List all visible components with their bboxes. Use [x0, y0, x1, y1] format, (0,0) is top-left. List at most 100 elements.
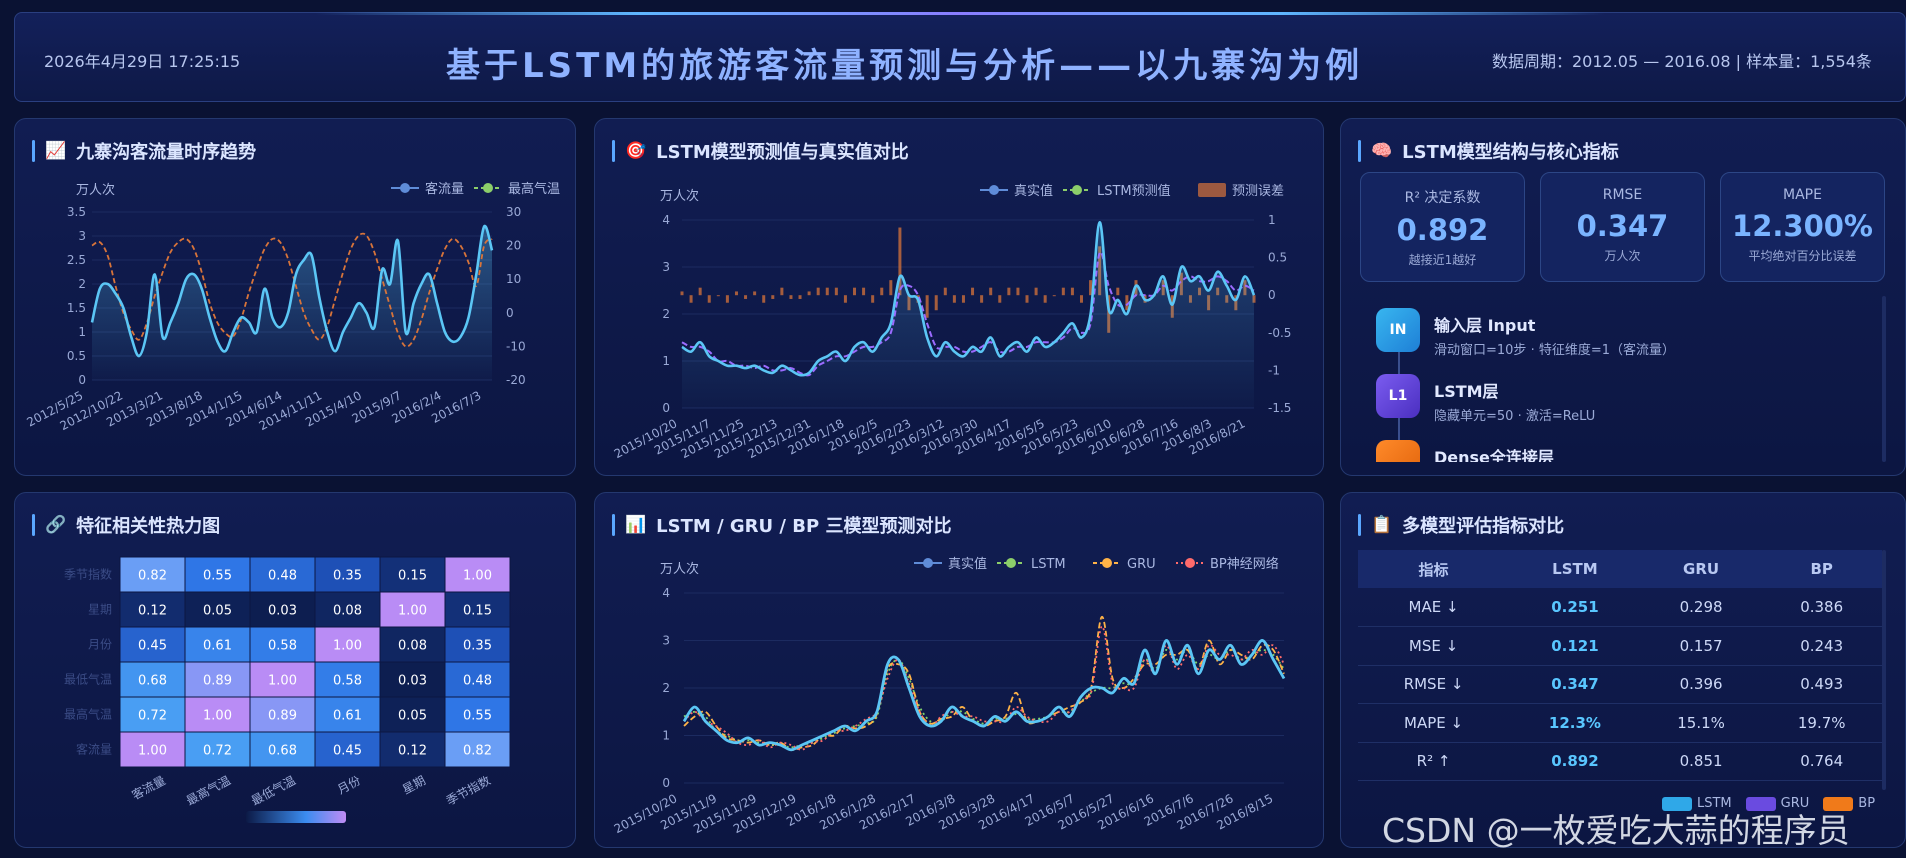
heatmap-value: 0.89: [203, 674, 232, 689]
kpi-label: R² 决定系数: [1404, 190, 1481, 206]
layer-input: IN 输入层 Input 滑动窗口=10步 · 特征维度=1（客流量）: [1376, 308, 1675, 358]
heatmap-cell: [249, 626, 316, 663]
color-scale-bar: [246, 811, 346, 823]
heatmap-value: 1.00: [333, 639, 362, 654]
legend-label: BP神经网络: [1210, 556, 1279, 572]
legend-label: 预测误差: [1232, 184, 1284, 199]
legend-item: LSTM: [1662, 796, 1732, 811]
error-bar: [1061, 287, 1065, 296]
error-bar: [980, 295, 984, 303]
header-datetime: 2026年4月29日 17:25:15: [44, 52, 241, 71]
trend-chart: 万人次00.511.522.533.5-20-1001020302012/5/2…: [25, 181, 561, 433]
table-header: LSTM: [1509, 550, 1641, 588]
legend-item: 真实值: [914, 556, 987, 572]
brain-icon: 🧠: [1371, 141, 1393, 161]
error-bar: [1052, 295, 1056, 297]
legend-label: 最高气温: [508, 181, 560, 197]
heatmap-cell: [444, 556, 511, 593]
layer-desc: 隐藏单元=50 · 激活=ReLU: [1434, 409, 1596, 424]
table-row: R² ↑ 0.892 0.851 0.764: [1358, 742, 1882, 781]
error-bar: [1025, 295, 1029, 303]
y-tick-label: -1.5: [1268, 401, 1291, 415]
legend-item: LSTM预测值: [1063, 183, 1171, 199]
heatmap-value: 0.45: [333, 744, 362, 759]
legend-item: BP神经网络: [1176, 556, 1279, 572]
heatmap-cell: [119, 731, 186, 768]
legend-item: 预测误差: [1198, 183, 1284, 199]
y-tick-label: -0.5: [1268, 326, 1291, 340]
col-label: 客流量: [129, 772, 168, 802]
panel-title-metrics: 📋 多模型评估指标对比: [1358, 512, 1564, 538]
layer-badge: L1: [1376, 374, 1420, 418]
heatmap-cell: [184, 661, 251, 698]
layer-desc: 滑动窗口=10步 · 特征维度=1（客流量）: [1434, 343, 1675, 358]
table-header: BP: [1761, 550, 1882, 588]
kpi-sub: 万人次: [1604, 249, 1641, 263]
error-bar: [1034, 287, 1038, 296]
row-label: 季节指数: [64, 567, 112, 582]
legend-label: LSTM预测值: [1097, 183, 1171, 199]
heatmap-cell: [249, 731, 316, 768]
y-tick-label: 0: [1268, 288, 1276, 302]
heatmap-value: 0.03: [398, 674, 427, 689]
col-label: 季节指数: [443, 772, 492, 808]
table-scrollbar[interactable]: [1882, 550, 1886, 790]
panel-title-compare: 📊 LSTM / GRU / BP 三模型预测对比: [612, 512, 951, 538]
legend-item: 最高气温: [474, 181, 560, 197]
y-tick-label: 30: [506, 205, 521, 219]
heatmap-value: 1.00: [203, 709, 232, 724]
y-tick-label: -1: [1268, 363, 1280, 377]
heatmap-value: 0.82: [138, 569, 167, 584]
legend-label: 真实值: [1014, 183, 1053, 199]
error-bar: [1079, 295, 1083, 303]
error-bar: [798, 295, 802, 299]
kpi-value: 0.347: [1576, 209, 1669, 243]
y-tick-label: 2: [662, 681, 670, 695]
legend-item: 真实值: [980, 183, 1053, 199]
heatmap-value: 0.03: [268, 604, 297, 619]
legend-marker: [400, 183, 410, 193]
table-cell: 0.764: [1761, 742, 1882, 781]
legend-label: LSTM: [1031, 557, 1066, 572]
layer-badge: IN: [1376, 308, 1420, 352]
legend-label: GRU: [1127, 557, 1156, 572]
legend-item: 客流量: [391, 181, 464, 197]
heatmap-cell: [249, 591, 316, 628]
error-bar: [998, 295, 1002, 303]
layer-list[interactable]: IN 输入层 Input 滑动窗口=10步 · 特征维度=1（客流量） L1 LS…: [1340, 296, 1880, 462]
y-tick-label: 0.5: [67, 349, 86, 363]
layer-scrollbar[interactable]: [1882, 296, 1886, 462]
heatmap-value: 1.00: [138, 744, 167, 759]
heatmap-value: 0.15: [398, 569, 427, 584]
heatmap-cell: [379, 591, 446, 628]
error-bar: [971, 287, 975, 296]
table-row: MSE ↓ 0.121 0.157 0.243: [1358, 626, 1882, 666]
error-bar: [816, 287, 820, 296]
legend-marker: [1185, 558, 1195, 568]
table-cell: R² ↑: [1358, 742, 1510, 781]
kpi-value: 12.300%: [1732, 209, 1873, 243]
layer-dense: Dense全连接层: [1376, 440, 1554, 462]
table-cell: 0.251: [1509, 588, 1641, 627]
legend-item: GRU: [1093, 557, 1156, 572]
heatmap-cell: [314, 661, 381, 698]
error-bar: [825, 287, 829, 296]
y-tick-label: 1: [1268, 213, 1276, 227]
table-cell: 19.7%: [1761, 703, 1882, 743]
legend-label: 真实值: [948, 556, 987, 572]
legend-swatch: [1198, 183, 1226, 197]
y-tick-label: 1: [662, 354, 670, 368]
error-bar: [698, 287, 702, 296]
y-axis-title: 万人次: [76, 182, 115, 198]
col-label: 最低气温: [248, 772, 297, 808]
layer-name: LSTM层: [1434, 382, 1499, 401]
y-axis-title: 万人次: [660, 561, 699, 577]
heatmap-chart: 季节指数 0.82 0.55 0.48 0.35 0.15 1.00 星期 0.12 0.05 0.…: [64, 556, 511, 823]
table-cell: 0.157: [1640, 626, 1762, 666]
y-tick-label: 0: [506, 306, 514, 320]
error-bar: [1089, 280, 1093, 296]
kpi-rmse: RMSE 0.347 万人次: [1540, 172, 1705, 282]
error-bar: [771, 295, 775, 299]
heatmap-cell: [119, 696, 186, 733]
header-accent-line: [315, 12, 1605, 15]
